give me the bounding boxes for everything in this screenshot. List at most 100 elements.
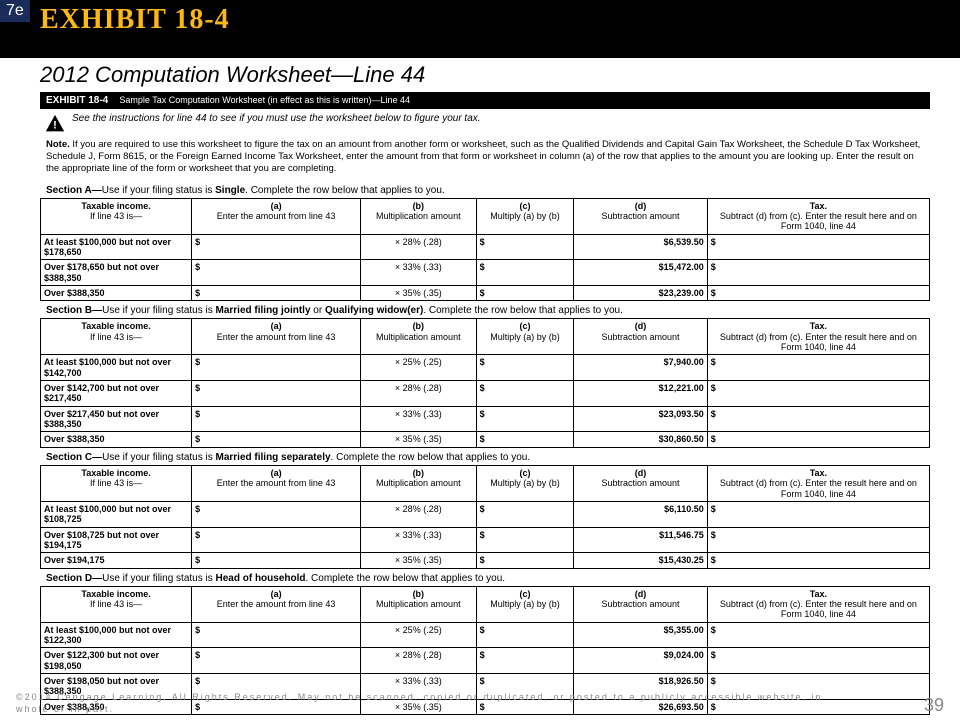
col-tax-cell: $: [707, 553, 929, 568]
copyright-text: ©2014 Cengage Learning. All Rights Reser…: [16, 691, 836, 716]
col-income-header: Taxable income.If line 43 is—: [41, 319, 192, 355]
col-d-cell: $7,940.00: [574, 355, 707, 381]
col-b-header: (b)Multiplication amount: [361, 586, 477, 622]
col-a-cell: $: [192, 553, 361, 568]
income-cell: Over $217,450 but not over $388,350: [41, 406, 192, 432]
income-cell: Over $194,175: [41, 553, 192, 568]
col-d-cell: $15,472.00: [574, 260, 707, 286]
col-c-cell: $: [476, 553, 574, 568]
col-tax-header: Tax.Subtract (d) from (c). Enter the res…: [707, 198, 929, 234]
col-b-cell: × 33% (.33): [361, 260, 477, 286]
worksheet-header-label: EXHIBIT 18-4: [46, 95, 108, 106]
col-d-cell: $23,239.00: [574, 286, 707, 301]
col-tax-cell: $: [707, 234, 929, 260]
col-d-cell: $30,860.50: [574, 432, 707, 447]
slide-subtitle: 2012 Computation Worksheet—Line 44: [0, 58, 960, 92]
col-b-header: (b)Multiplication amount: [361, 198, 477, 234]
col-a-cell: $: [192, 527, 361, 553]
col-b-cell: × 28% (.28): [361, 381, 477, 407]
income-cell: At least $100,000 but not over $108,725: [41, 501, 192, 527]
col-a-cell: $: [192, 260, 361, 286]
col-a-header: (a)Enter the amount from line 43: [192, 319, 361, 355]
table-row: Over $388,350$× 35% (.35)$$30,860.50$: [41, 432, 930, 447]
section-label: Section B—Use if your filing status is M…: [40, 301, 930, 318]
col-c-cell: $: [476, 648, 574, 674]
col-c-cell: $: [476, 406, 574, 432]
col-a-cell: $: [192, 501, 361, 527]
col-tax-cell: $: [707, 260, 929, 286]
col-d-cell: $5,355.00: [574, 622, 707, 648]
income-cell: Over $388,350: [41, 432, 192, 447]
slide-footer: ©2014 Cengage Learning. All Rights Reser…: [16, 691, 944, 716]
exhibit-title: EXHIBIT 18-4: [0, 0, 960, 36]
income-cell: At least $100,000 but not over $122,300: [41, 622, 192, 648]
table-row: At least $100,000 but not over $178,650$…: [41, 234, 930, 260]
col-a-header: (a)Enter the amount from line 43: [192, 586, 361, 622]
table-row: Over $122,300 but not over $198,050$× 28…: [41, 648, 930, 674]
note-text: If you are required to use this workshee…: [46, 139, 920, 174]
col-c-header: (c)Multiply (a) by (b): [476, 465, 574, 501]
col-c-cell: $: [476, 286, 574, 301]
col-tax-header: Tax.Subtract (d) from (c). Enter the res…: [707, 319, 929, 355]
col-c-cell: $: [476, 527, 574, 553]
col-b-cell: × 35% (.35): [361, 553, 477, 568]
col-a-header: (a)Enter the amount from line 43: [192, 198, 361, 234]
col-d-cell: $11,546.75: [574, 527, 707, 553]
edition-tab: 7e: [0, 0, 30, 22]
col-c-header: (c)Multiply (a) by (b): [476, 198, 574, 234]
table-row: Over $217,450 but not over $388,350$× 33…: [41, 406, 930, 432]
income-cell: Over $388,350: [41, 286, 192, 301]
col-c-cell: $: [476, 355, 574, 381]
income-cell: At least $100,000 but not over $142,700: [41, 355, 192, 381]
col-d-cell: $15,430.25: [574, 553, 707, 568]
col-d-cell: $12,221.00: [574, 381, 707, 407]
col-b-cell: × 33% (.33): [361, 406, 477, 432]
page-number: 39: [924, 695, 944, 716]
col-tax-cell: $: [707, 432, 929, 447]
svg-text:!: !: [53, 120, 57, 132]
col-b-cell: × 33% (.33): [361, 527, 477, 553]
col-tax-header: Tax.Subtract (d) from (c). Enter the res…: [707, 586, 929, 622]
col-a-cell: $: [192, 622, 361, 648]
col-b-header: (b)Multiplication amount: [361, 465, 477, 501]
tax-table: Taxable income.If line 43 is—(a)Enter th…: [40, 465, 930, 569]
income-cell: Over $178,650 but not over $388,350: [41, 260, 192, 286]
col-a-cell: $: [192, 406, 361, 432]
col-tax-cell: $: [707, 648, 929, 674]
col-d-cell: $6,539.50: [574, 234, 707, 260]
col-income-header: Taxable income.If line 43 is—: [41, 586, 192, 622]
worksheet-header-bar: EXHIBIT 18-4 Sample Tax Computation Work…: [40, 92, 930, 109]
col-b-cell: × 25% (.25): [361, 622, 477, 648]
table-row: At least $100,000 but not over $142,700 $…: [41, 355, 930, 381]
slide-header: 7e EXHIBIT 18-4: [0, 0, 960, 58]
col-tax-header: Tax.Subtract (d) from (c). Enter the res…: [707, 465, 929, 501]
instruction-row: ! See the instructions for line 44 to se…: [40, 109, 930, 137]
col-tax-cell: $: [707, 527, 929, 553]
table-row: At least $100,000 but not over $108,725$…: [41, 501, 930, 527]
col-tax-cell: $: [707, 381, 929, 407]
col-a-cell: $: [192, 648, 361, 674]
col-tax-cell: $: [707, 622, 929, 648]
col-d-header: (d)Subtraction amount: [574, 319, 707, 355]
tax-table: Taxable income.If line 43 is—(a)Enter th…: [40, 198, 930, 302]
col-b-cell: × 35% (.35): [361, 432, 477, 447]
note-block: Note. If you are required to use this wo…: [40, 137, 930, 181]
col-c-cell: $: [476, 501, 574, 527]
col-c-cell: $: [476, 381, 574, 407]
table-row: Over $178,650 but not over $388,350$× 33…: [41, 260, 930, 286]
section-label: Section C—Use if your filing status is M…: [40, 448, 930, 465]
col-b-header: (b)Multiplication amount: [361, 319, 477, 355]
caution-icon: !: [44, 113, 66, 135]
section-label: Section D—Use if your filing status is H…: [40, 569, 930, 586]
worksheet-header-desc: Sample Tax Computation Worksheet (in eff…: [119, 95, 410, 105]
col-b-cell: × 25% (.25): [361, 355, 477, 381]
col-d-header: (d)Subtraction amount: [574, 198, 707, 234]
col-b-cell: × 35% (.35): [361, 286, 477, 301]
col-tax-cell: $: [707, 286, 929, 301]
table-row: Over $142,700 but not over $217,450$× 28…: [41, 381, 930, 407]
table-row: Over $108,725 but not over $194,175$× 33…: [41, 527, 930, 553]
col-c-header: (c)Multiply (a) by (b): [476, 586, 574, 622]
col-c-header: (c)Multiply (a) by (b): [476, 319, 574, 355]
col-a-cell: $: [192, 234, 361, 260]
col-b-cell: × 28% (.28): [361, 501, 477, 527]
